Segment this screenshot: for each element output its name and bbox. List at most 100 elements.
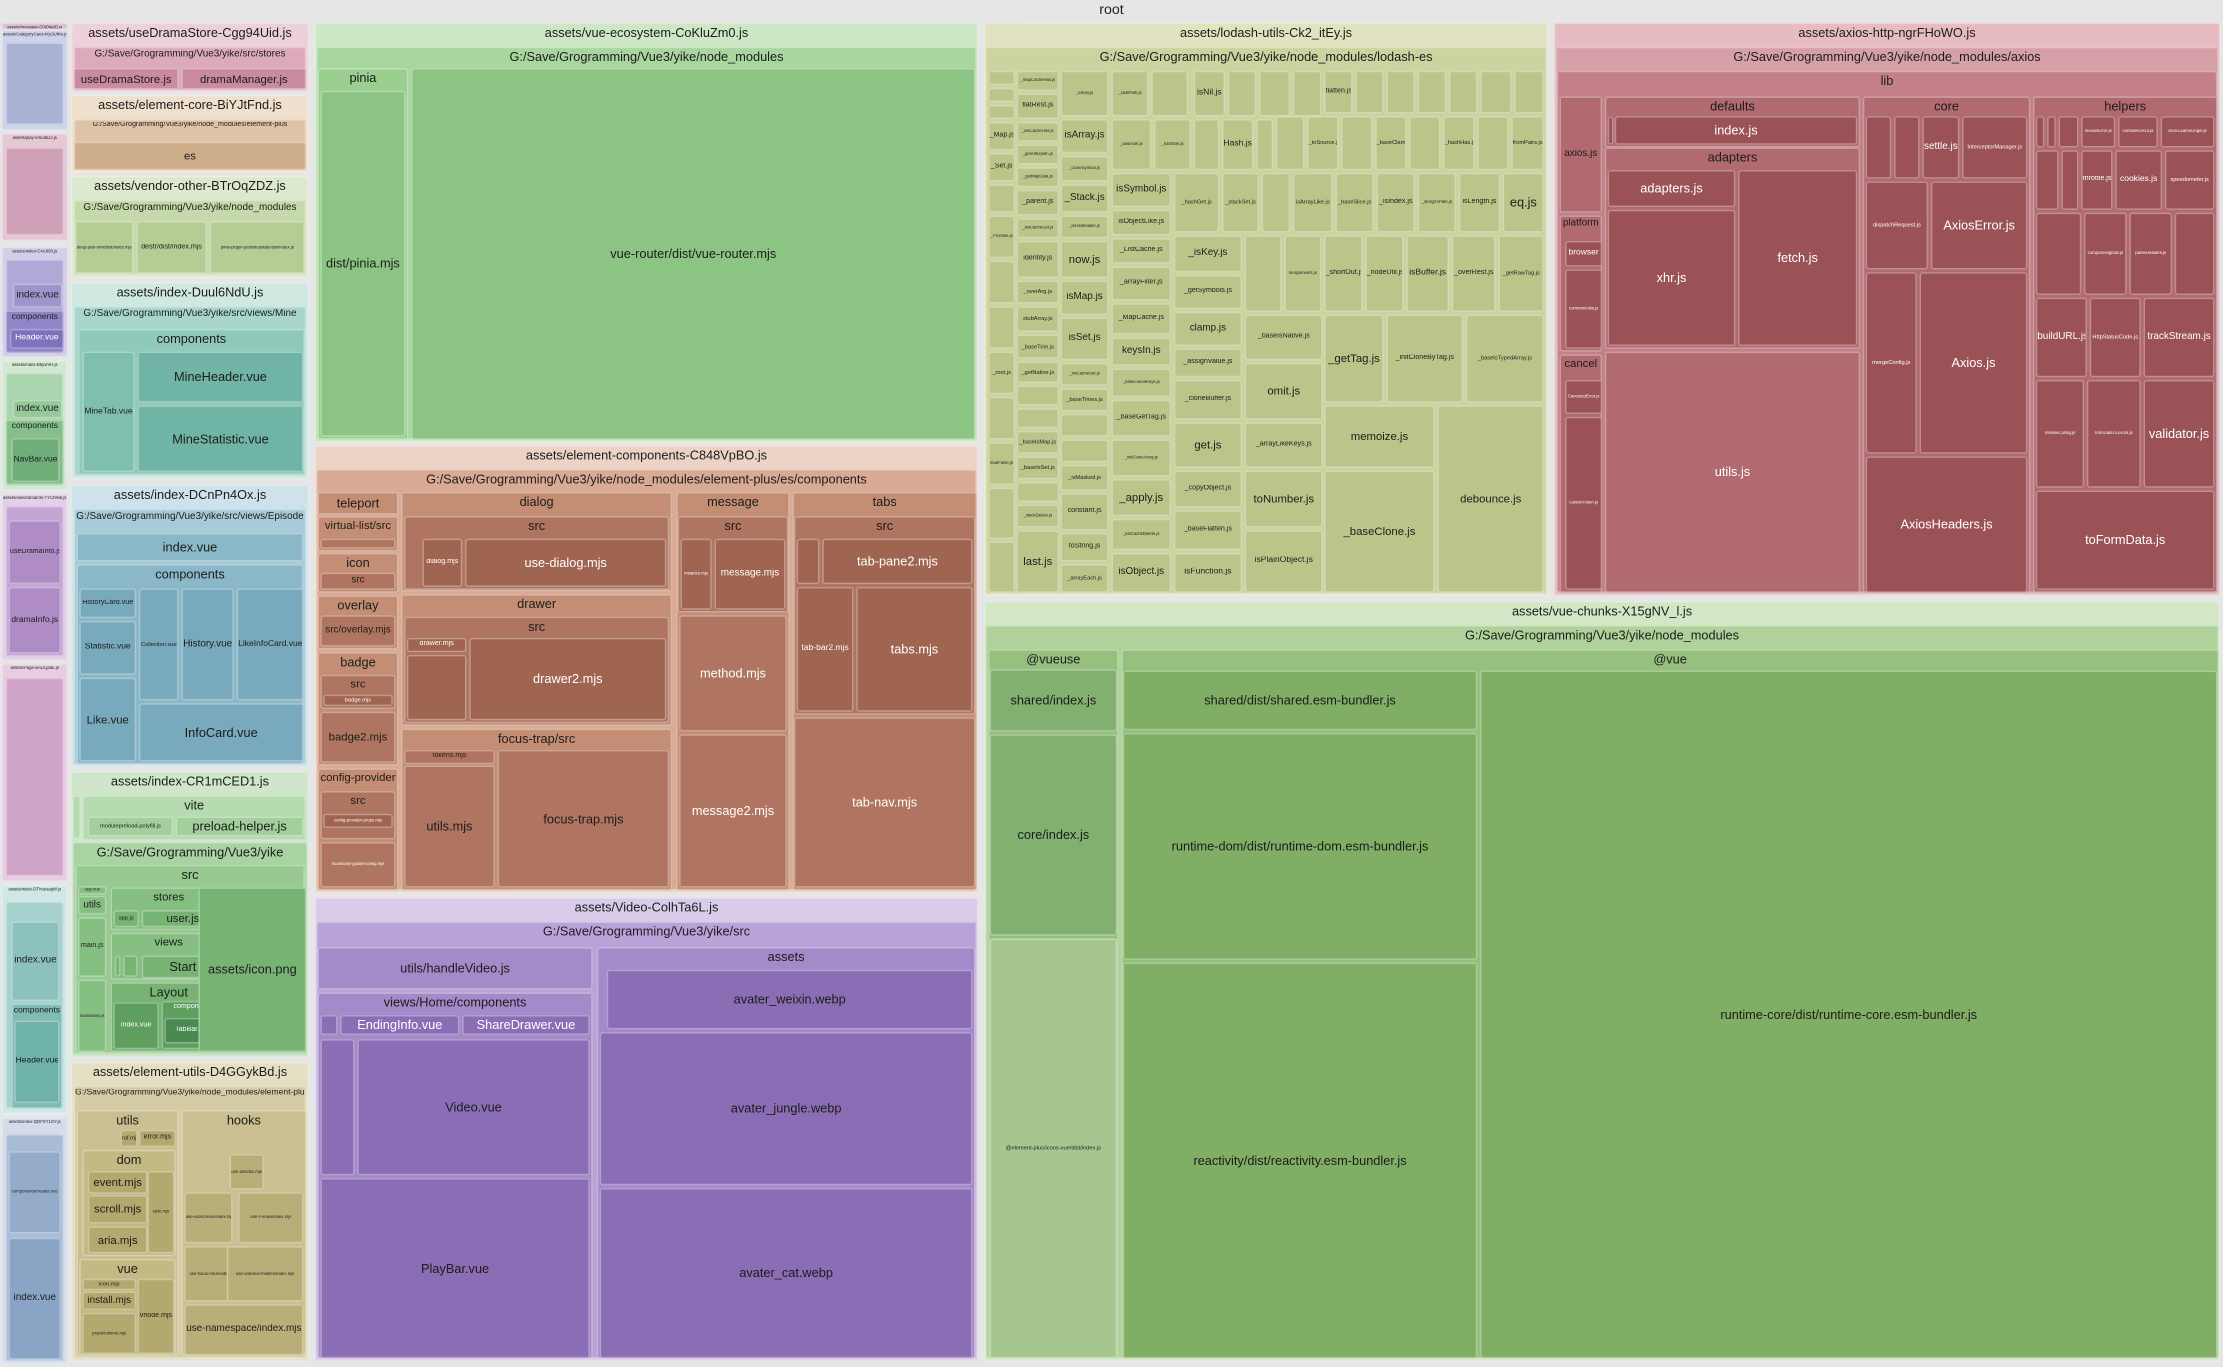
treemap-node-ecp-msgmjs[interactable]: message.mjs — [714, 538, 786, 610]
treemap-node[interactable] — [2058, 116, 2079, 148]
treemap-node-ecp-usedialog[interactable]: use-dialog.mjs — [465, 538, 667, 587]
treemap-node-lo-castpath[interactable]: _castPath.js — [1111, 70, 1149, 117]
treemap-node-lo-lcd[interactable]: _listCacheDelete.js — [1111, 518, 1172, 551]
treemap-node-lo-gmd[interactable]: _getMapData.js — [1016, 167, 1060, 188]
treemap-node-lo-baseget[interactable]: _baseGet.js — [1111, 119, 1152, 171]
treemap-node-ecp-fttokens[interactable]: tokens.mjs — [404, 749, 495, 765]
treemap-node-lo-baseisset[interactable]: _baseIsSet.js — [1016, 456, 1060, 480]
treemap-node-lc-dth-index[interactable]: index.vue — [11, 921, 60, 1001]
treemap-node-ax-dindex[interactable]: index.js — [1614, 116, 1858, 145]
treemap-node-lc-b5-index[interactable]: index.vue — [12, 399, 63, 419]
treemap-node-ecp-msg2[interactable]: message2.mjs — [679, 734, 787, 888]
treemap-node-uds-store[interactable]: useDramaStore.js — [73, 68, 179, 90]
treemap-node[interactable] — [2061, 150, 2079, 210]
treemap-node-dc-hist[interactable]: History.vue — [181, 588, 234, 701]
treemap-node-ax-resolve[interactable]: resolveConfig.js — [2035, 379, 2085, 488]
root-title[interactable]: root — [1099, 2, 1124, 19]
treemap-node-lo-root[interactable]: _root.js — [988, 351, 1016, 395]
treemap-node-ecp-instance[interactable]: instance.mjs — [680, 538, 712, 610]
treemap-node-vo-destr[interactable]: destr/dist/index.mjs — [136, 221, 207, 274]
treemap-node-lo-isarguments[interactable]: isArguments.js — [1284, 235, 1322, 312]
treemap-node-eu-event[interactable]: event.mjs — [87, 1171, 148, 1194]
treemap-node-ax-toformdata[interactable]: toFormData.js — [2035, 490, 2215, 590]
treemap-node-lc-dth-header[interactable]: Header.vue — [14, 1020, 60, 1103]
treemap-node-ecp-tabnav[interactable]: tab-nav.mjs — [793, 717, 976, 888]
treemap-node-lo-isnil[interactable]: isNil.js — [1193, 70, 1225, 117]
treemap-node-ecp-drawermjs[interactable]: drawer.mjs — [406, 637, 467, 653]
treemap-node-vo-deep[interactable]: deep-pick-omit/dist/index.mjs — [75, 221, 134, 274]
treemap-node-ax-utils[interactable]: utils.js — [1604, 351, 1861, 593]
treemap-node-ax-sameorigin[interactable]: isURLSameOrigin.js — [2160, 116, 2215, 148]
treemap-node[interactable] — [2035, 150, 2059, 210]
treemap-node-dc-hcard[interactable]: HistoryCard.vue — [79, 588, 137, 619]
treemap-node-lo-frompairs[interactable]: fromPairs.js — [1511, 116, 1544, 171]
treemap-node-lo-tostring[interactable]: toString.js — [1060, 533, 1109, 562]
treemap-node-lo-shortout[interactable]: _shortOut.js — [1324, 235, 1363, 312]
treemap-node[interactable] — [1292, 70, 1322, 117]
treemap-node-lo-stackset[interactable]: _stackSet.js — [1222, 172, 1259, 233]
treemap-node-lo-isplain[interactable]: isPlainObject.js — [1244, 530, 1323, 593]
treemap-node-eu-useid[interactable]: use-id/index.mjs — [229, 1154, 264, 1190]
treemap-node-du-tab[interactable]: MineTab.vue — [82, 351, 135, 473]
treemap-node-cr-mpp[interactable]: modulepreload-polyfill.js — [87, 816, 173, 837]
treemap-node[interactable] — [114, 955, 121, 977]
treemap-node-ecp-ftutils[interactable]: utils.mjs — [404, 765, 495, 888]
treemap-node-ax-throttle[interactable]: throttle.js — [2081, 150, 2113, 210]
treemap-node[interactable] — [2047, 116, 2056, 148]
treemap-node-lc-c4-header[interactable]: Header.vue — [9, 328, 64, 349]
treemap-node-ax-canceltoken[interactable]: CancelToken.js — [1565, 416, 1603, 590]
treemap-node-lo-baseslice[interactable]: _baseSlice.js — [1335, 172, 1374, 233]
treemap-node-lo-basetrim[interactable]: _baseTrim.js — [1016, 334, 1060, 359]
treemap-node-vd-share[interactable]: ShareDrawer.vue — [462, 1015, 590, 1035]
treemap-node-eu-uselock[interactable]: use-lockscreen/index.mjs — [184, 1192, 233, 1244]
treemap-node-ax-merge[interactable]: mergeConfig.js — [1865, 272, 1917, 454]
treemap-node-lo-hashset[interactable]: _hashSet.js — [1154, 119, 1191, 171]
treemap-node-ecp-badgemjs[interactable]: badge.mjs — [323, 694, 393, 707]
treemap-node[interactable] — [988, 184, 1016, 213]
treemap-node[interactable] — [1016, 408, 1060, 429]
treemap-node-ax-axios[interactable]: axios.js — [1559, 96, 1603, 213]
treemap-node-lo-hashget[interactable]: _hashGet.js — [1173, 172, 1220, 233]
treemap-node-lo-clonesym[interactable]: _cloneSymbol.js — [1060, 155, 1109, 182]
treemap-node-eu-vnode[interactable]: vnode.mjs — [137, 1278, 175, 1354]
treemap-node-cr-mainidx[interactable]: main/index.js — [77, 979, 107, 1052]
treemap-node-eu-props[interactable]: props/runtime.mjs — [82, 1312, 137, 1354]
treemap-node-lo-nodeutil[interactable]: _nodeUtil.js — [1365, 235, 1404, 312]
treemap-node-dc-like[interactable]: Like.vue — [79, 677, 137, 762]
treemap-node-ax-axiosjs[interactable]: Axios.js — [1919, 272, 2028, 454]
treemap-node-vd-playbar[interactable]: PlayBar.vue — [320, 1178, 590, 1359]
treemap-node-vc-rdom[interactable]: runtime-dom/dist/runtime-dom.esm-bundler… — [1122, 732, 1478, 960]
treemap-node-lo-flatrest[interactable]: flatRest.js — [1016, 93, 1060, 120]
treemap-node-lo-getrawtag[interactable]: _getRawTag.js — [1498, 235, 1544, 312]
treemap-node-ax-headers[interactable]: AxiosHeaders.js — [1865, 456, 2028, 593]
treemap-node[interactable] — [72, 795, 81, 840]
treemap-node[interactable] — [1607, 116, 1614, 145]
treemap-node-lo-getsymbols[interactable]: _getSymbols.js — [1173, 275, 1242, 310]
treemap-node[interactable] — [988, 87, 1016, 103]
treemap-node[interactable] — [1060, 439, 1109, 463]
treemap-node-ecp-iconsrc[interactable]: src — [320, 572, 396, 590]
treemap-node-cr-app[interactable]: App.vue — [77, 886, 107, 895]
treemap-node-lo-parent[interactable]: _parent.js — [1016, 189, 1060, 216]
treemap-node-dc-stat[interactable]: Statistic.vue — [79, 620, 137, 675]
treemap-node[interactable] — [5, 677, 64, 877]
treemap-node-eu-usez[interactable]: use-z-index/index.mjs — [238, 1192, 304, 1244]
treemap-node-lo-mapcache[interactable]: _MapCache.js — [1111, 303, 1172, 335]
treemap-node-dc-coll[interactable]: Collection.vue — [138, 588, 179, 701]
treemap-node[interactable] — [1193, 119, 1220, 171]
treemap-node-vd-video[interactable]: Video.vue — [357, 1039, 590, 1176]
treemap-node-lo-memoize[interactable]: memoize.js — [1324, 405, 1435, 468]
treemap-node-eu-ordered[interactable]: use-ordered-children/index.mjs — [226, 1246, 304, 1302]
treemap-node-ecp-dialogmjs[interactable]: dialog.mjs — [422, 538, 463, 587]
treemap-node-lo-stack[interactable]: _Stack.js — [1060, 184, 1109, 213]
treemap-node-ec-es[interactable]: es — [73, 141, 307, 171]
treemap-node-lo-arrayeach[interactable]: _arrayEach.js — [1060, 564, 1109, 593]
treemap-node-eu-install[interactable]: install.mjs — [82, 1291, 137, 1310]
treemap-node-lc-qdf-index[interactable]: index.vue — [8, 1237, 61, 1360]
treemap-node-lo-lch[interactable]: _listCacheHas.js — [1016, 121, 1060, 142]
treemap-node-lc-qdf-ch[interactable]: components/Header.vue — [8, 1151, 61, 1234]
treemap-node-vc-react[interactable]: reactivity/dist/reactivity.esm-bundler.j… — [1122, 962, 1478, 1359]
treemap-node-lo-constant[interactable]: constant.js — [1060, 493, 1109, 531]
treemap-node[interactable] — [1894, 116, 1920, 179]
treemap-node[interactable] — [796, 538, 820, 585]
